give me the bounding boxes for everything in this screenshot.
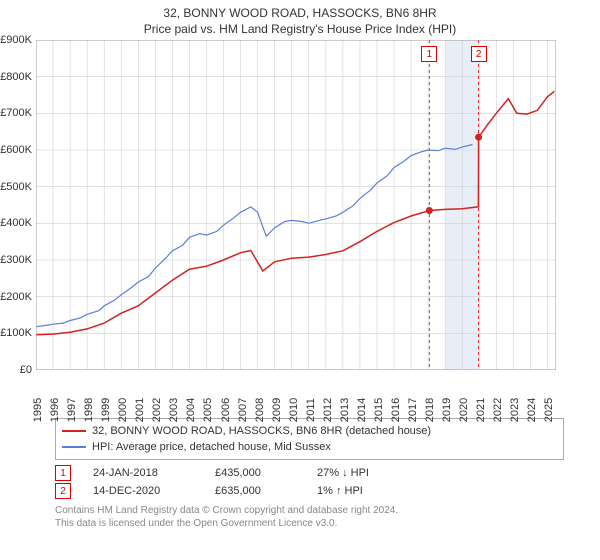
- sale-price: £635,000: [215, 485, 295, 497]
- x-axis-label: 2007: [233, 398, 249, 422]
- x-axis-label: 1999: [96, 398, 112, 422]
- sale-price: £435,000: [215, 467, 295, 479]
- x-axis-label: 2022: [488, 398, 504, 422]
- x-axis-label: 2001: [130, 398, 146, 422]
- x-axis-label: 2003: [164, 398, 180, 422]
- x-axis-label: 1998: [79, 398, 95, 422]
- x-axis-label: 1996: [45, 398, 61, 422]
- x-axis-label: 2023: [505, 398, 521, 422]
- x-axis-label: 2020: [454, 398, 470, 422]
- chart-area: £0£100K£200K£300K£400K£500K£600K£700K£80…: [36, 40, 596, 410]
- chart-title-address: 32, BONNY WOOD ROAD, HASSOCKS, BN6 8HR: [4, 6, 596, 20]
- sale-row: 2 14-DEC-2020 £635,000 1% ↑ HPI: [55, 482, 564, 500]
- y-axis-label: £800K: [0, 71, 36, 83]
- x-axis-label: 2002: [147, 398, 163, 422]
- y-axis-label: £700K: [0, 107, 36, 119]
- sale-delta: 1% ↑ HPI: [317, 485, 363, 497]
- x-axis-label: 2016: [386, 398, 402, 422]
- y-axis-label: £400K: [0, 217, 36, 229]
- legend-swatch-2: [62, 446, 86, 448]
- x-axis-label: 2000: [113, 398, 129, 422]
- x-axis-label: 2014: [352, 398, 368, 422]
- legend: 32, BONNY WOOD ROAD, HASSOCKS, BN6 8HR (…: [55, 418, 564, 460]
- y-axis-label: £600K: [0, 144, 36, 156]
- legend-swatch-1: [62, 430, 86, 432]
- y-axis-label: £300K: [0, 254, 36, 266]
- x-axis-label: 1995: [28, 398, 44, 422]
- x-axis-label: 2004: [181, 398, 197, 422]
- x-axis-label: 2006: [216, 398, 232, 422]
- y-axis-label: £900K: [0, 34, 36, 46]
- legend-row-price-paid: 32, BONNY WOOD ROAD, HASSOCKS, BN6 8HR (…: [62, 423, 557, 439]
- sale-marker-box: 2: [55, 483, 71, 499]
- x-axis-label: 2005: [198, 398, 214, 422]
- chart-marker-box: 1: [421, 46, 437, 62]
- legend-row-hpi: HPI: Average price, detached house, Mid …: [62, 439, 557, 455]
- x-axis-label: 2010: [284, 398, 300, 422]
- x-axis-label: 2011: [301, 398, 317, 422]
- sale-marker-box: 1: [55, 465, 71, 481]
- x-axis-label: 2013: [335, 398, 351, 422]
- x-axis-label: 1997: [62, 398, 78, 422]
- x-axis-label: 2009: [267, 398, 283, 422]
- x-axis-label: 2008: [250, 398, 266, 422]
- x-axis-label: 2025: [539, 398, 555, 422]
- y-axis-label: £100K: [0, 327, 36, 339]
- x-axis-label: 2015: [369, 398, 385, 422]
- footer-line-2: This data is licensed under the Open Gov…: [55, 517, 564, 530]
- chart-titles: 32, BONNY WOOD ROAD, HASSOCKS, BN6 8HR P…: [0, 0, 600, 40]
- chart-svg: [36, 40, 556, 370]
- y-axis-label: £500K: [0, 181, 36, 193]
- sale-row: 1 24-JAN-2018 £435,000 27% ↓ HPI: [55, 464, 564, 482]
- x-axis-label: 2012: [318, 398, 334, 422]
- legend-label-2: HPI: Average price, detached house, Mid …: [92, 439, 331, 455]
- x-axis-label: 2019: [437, 398, 453, 422]
- x-axis-label: 2018: [420, 398, 436, 422]
- x-axis-label: 2024: [522, 398, 538, 422]
- sales-table: 1 24-JAN-2018 £435,000 27% ↓ HPI 2 14-DE…: [55, 464, 564, 500]
- footer-line-1: Contains HM Land Registry data © Crown c…: [55, 504, 564, 517]
- x-axis-label: 2021: [471, 398, 487, 422]
- y-axis-label: £200K: [0, 291, 36, 303]
- footer: Contains HM Land Registry data © Crown c…: [55, 504, 564, 530]
- chart-marker-box: 2: [471, 46, 487, 62]
- x-axis-label: 2017: [403, 398, 419, 422]
- y-axis-label: £0: [20, 364, 36, 376]
- chart-title-subtitle: Price paid vs. HM Land Registry's House …: [4, 20, 596, 36]
- sale-date: 14-DEC-2020: [93, 485, 193, 497]
- sale-date: 24-JAN-2018: [93, 467, 193, 479]
- legend-label-1: 32, BONNY WOOD ROAD, HASSOCKS, BN6 8HR (…: [92, 423, 431, 439]
- sale-delta: 27% ↓ HPI: [317, 467, 369, 479]
